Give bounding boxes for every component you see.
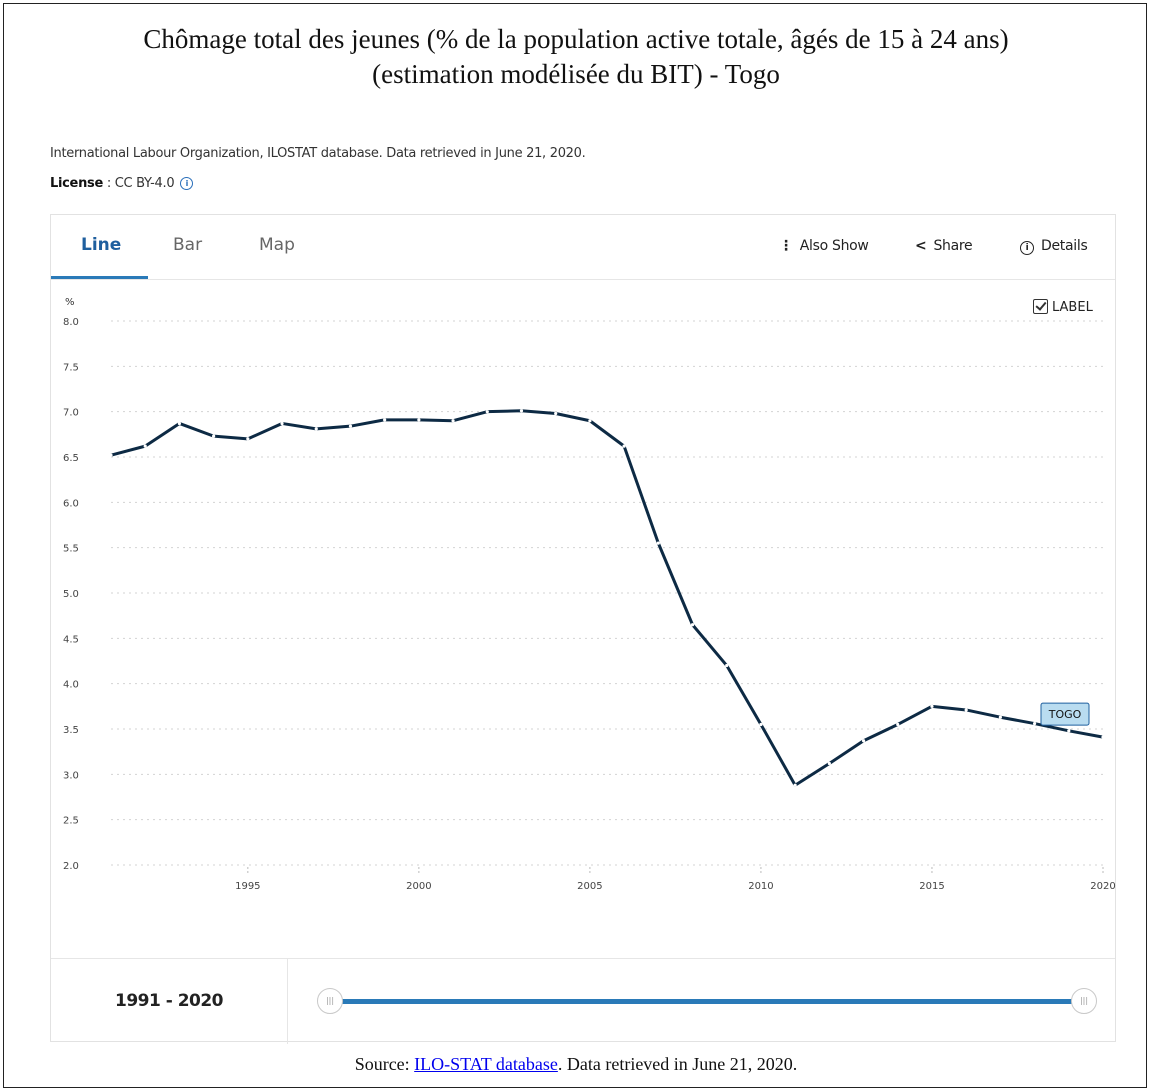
data-point[interactable] xyxy=(827,761,831,766)
data-point[interactable] xyxy=(998,715,1002,719)
data-point[interactable] xyxy=(177,421,182,426)
y-tick-label: 8.0 xyxy=(63,317,79,328)
range-start-handle[interactable]: ||| xyxy=(317,988,343,1014)
range-track[interactable] xyxy=(331,999,1083,1004)
chart-tabs: Line Bar Map ⋮ Also Show < Share i Details xyxy=(51,215,1115,280)
label-checkbox-icon xyxy=(1033,299,1048,314)
series-line-togo xyxy=(110,409,1104,787)
share-label: Share xyxy=(933,238,973,254)
data-point[interactable] xyxy=(485,410,489,414)
data-point[interactable] xyxy=(417,418,421,422)
y-tick-label: 4.5 xyxy=(63,634,79,645)
document-frame xyxy=(3,3,1147,1088)
data-point[interactable] xyxy=(930,704,934,708)
x-tick-label: 2015 xyxy=(919,881,944,892)
tab-map[interactable]: Map xyxy=(259,235,295,255)
data-point[interactable] xyxy=(690,623,695,627)
y-tick-label: 3.0 xyxy=(63,770,79,781)
attribution-text: International Labour Organization, ILOST… xyxy=(50,146,586,161)
y-tick-label: 5.5 xyxy=(63,544,79,555)
info-icon: i xyxy=(1020,241,1034,255)
y-tick-label: 2.5 xyxy=(63,816,79,827)
y-tick-label: 6.5 xyxy=(63,453,79,464)
x-tick-label: 2010 xyxy=(748,881,773,892)
data-point[interactable] xyxy=(1032,721,1037,726)
chart-card: Line Bar Map ⋮ Also Show < Share i Details … xyxy=(50,214,1116,1044)
data-point[interactable] xyxy=(759,722,763,727)
active-tab-indicator xyxy=(51,276,148,279)
source-prefix: Source: xyxy=(354,1054,415,1074)
data-point[interactable] xyxy=(861,739,866,743)
tab-line[interactable]: Line xyxy=(81,235,122,255)
data-point[interactable] xyxy=(383,418,387,422)
data-point[interactable] xyxy=(109,453,113,457)
details-button[interactable]: i Details xyxy=(1020,238,1088,255)
source-line: Source: ILO-STAT database. Data retrieve… xyxy=(0,1054,1152,1075)
also-show-label: Also Show xyxy=(799,238,869,254)
range-label: 1991 - 2020 xyxy=(51,959,288,1044)
data-point[interactable] xyxy=(725,663,729,668)
y-tick-label: 7.0 xyxy=(63,408,79,419)
y-tick-label: 4.0 xyxy=(63,680,79,691)
x-tick-label: 2020 xyxy=(1090,881,1115,892)
license-line: License : CC BY-4.0 i xyxy=(50,176,194,191)
y-tick-label: 2.0 xyxy=(63,861,79,872)
tab-bar[interactable]: Bar xyxy=(173,235,203,255)
data-point[interactable] xyxy=(964,708,968,712)
data-point[interactable] xyxy=(588,419,592,423)
data-point[interactable] xyxy=(451,419,455,423)
data-point[interactable] xyxy=(143,444,147,448)
line-chart: % 2.0 2.5 3.0 3.5 4.0 4.5 5.0 5.5 6.0 6.5 7.0 7.5 8.0… xyxy=(63,297,1116,892)
label-toggle-text: LABEL xyxy=(1052,300,1093,315)
document-title: Chômage total des jeunes (% de la popula… xyxy=(0,22,1152,92)
range-end-handle[interactable]: ||| xyxy=(1071,988,1097,1014)
data-point[interactable] xyxy=(1101,735,1105,739)
data-point[interactable] xyxy=(519,409,524,413)
source-link[interactable]: ILO-STAT database xyxy=(414,1054,558,1074)
range-selector: 1991 - 2020 ||| ||| xyxy=(51,958,1115,1044)
y-tick-label: 7.5 xyxy=(63,362,79,373)
series-label-box xyxy=(1040,702,1090,726)
license-value: : CC BY-4.0 xyxy=(102,176,175,191)
license-info-icon[interactable]: i xyxy=(180,177,194,190)
data-point[interactable] xyxy=(896,722,900,727)
y-tick-label: 5.0 xyxy=(63,589,79,600)
details-label: Details xyxy=(1041,238,1088,254)
more-vertical-icon: ⋮ xyxy=(779,238,793,254)
data-point[interactable] xyxy=(656,541,660,545)
document-title-line-1: Chômage total des jeunes (% de la popula… xyxy=(143,24,1009,54)
y-tick-label: 6.0 xyxy=(63,498,79,509)
also-show-button[interactable]: ⋮ Also Show xyxy=(779,238,869,254)
x-tick-label: 2005 xyxy=(577,881,602,892)
license-label: License xyxy=(50,176,103,191)
series-label: TOGO xyxy=(1048,708,1082,721)
data-point[interactable] xyxy=(212,434,216,438)
data-point[interactable] xyxy=(314,427,318,431)
y-axis-unit-label: % xyxy=(65,297,75,308)
y-tick-label: 3.5 xyxy=(63,725,79,736)
share-icon: < xyxy=(915,238,927,254)
label-toggle[interactable]: LABEL xyxy=(1033,299,1093,315)
data-point[interactable] xyxy=(793,783,797,787)
data-point[interactable] xyxy=(1067,729,1071,733)
data-point[interactable] xyxy=(554,411,558,416)
data-point[interactable] xyxy=(280,421,284,426)
share-button[interactable]: < Share xyxy=(915,238,973,254)
data-point[interactable] xyxy=(622,444,626,448)
data-point[interactable] xyxy=(246,437,250,441)
document-title-line-2: (estimation modélisée du BIT) - Togo xyxy=(372,59,780,89)
source-suffix: . Data retrieved in June 21, 2020. xyxy=(557,1054,798,1074)
x-tick-label: 1995 xyxy=(235,881,260,892)
x-tick-label: 2000 xyxy=(406,881,431,892)
data-point[interactable] xyxy=(348,424,353,428)
